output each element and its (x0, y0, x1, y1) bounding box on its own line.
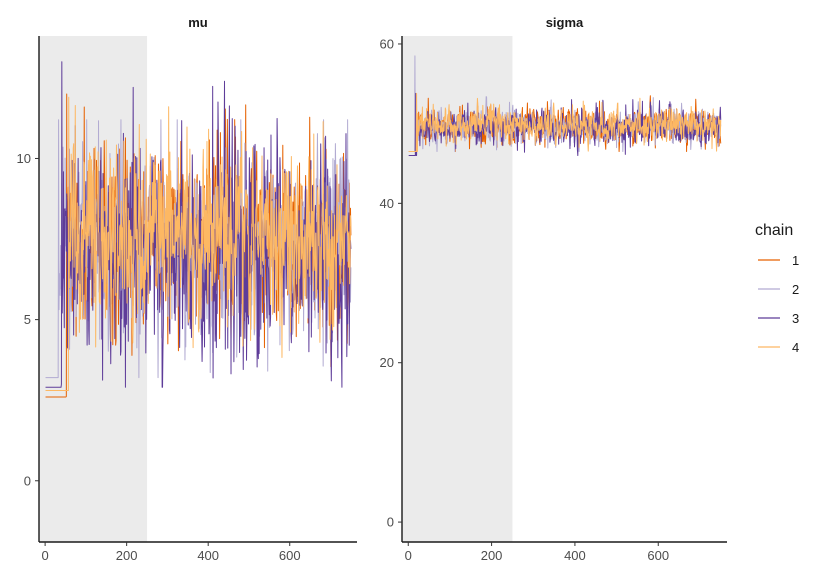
legend-item-1: 1 (758, 253, 799, 268)
x-ticks-mu: 0 200 400 600 (41, 542, 301, 563)
y-tick-label: 20 (380, 355, 394, 370)
trace-line-chain-4 (45, 96, 352, 392)
trace-line-chain-4 (408, 92, 722, 153)
x-ticks-sigma: 0 200 400 600 (405, 542, 669, 563)
y-ticks-sigma: 0 20 40 60 (380, 36, 402, 530)
y-tick-label: 60 (380, 36, 394, 51)
trace-lines-sigma (408, 55, 722, 157)
legend-title: chain (755, 222, 793, 239)
legend-item-4: 4 (758, 340, 799, 355)
x-tick-label: 400 (564, 548, 586, 563)
legend-label-1: 1 (792, 253, 799, 268)
x-tick-label: 0 (41, 548, 48, 563)
legend: chain 1 2 3 4 (755, 222, 799, 355)
panel-title-sigma: sigma (546, 15, 584, 30)
legend-label-3: 3 (792, 311, 799, 326)
y-tick-label: 5 (24, 312, 31, 327)
legend-label-4: 4 (792, 340, 799, 355)
x-tick-label: 0 (405, 548, 412, 563)
x-tick-label: 600 (279, 548, 301, 563)
y-tick-label: 0 (387, 515, 394, 530)
legend-item-2: 2 (758, 282, 799, 297)
trace-lines-mu (45, 61, 352, 398)
panel-title-mu: mu (188, 15, 208, 30)
x-tick-label: 200 (481, 548, 503, 563)
y-ticks-mu: 0 5 10 (17, 151, 39, 488)
y-tick-label: 0 (24, 473, 31, 488)
x-tick-label: 400 (197, 548, 219, 563)
panel-sigma: 0 20 40 60 0 200 400 600 sigma (380, 15, 727, 563)
y-tick-label: 40 (380, 196, 394, 211)
x-tick-label: 600 (647, 548, 669, 563)
x-tick-label: 200 (116, 548, 138, 563)
legend-item-3: 3 (758, 311, 799, 326)
legend-label-2: 2 (792, 282, 799, 297)
y-tick-label: 10 (17, 151, 31, 166)
panel-mu: 0 5 10 0 200 400 600 mu (17, 15, 357, 563)
